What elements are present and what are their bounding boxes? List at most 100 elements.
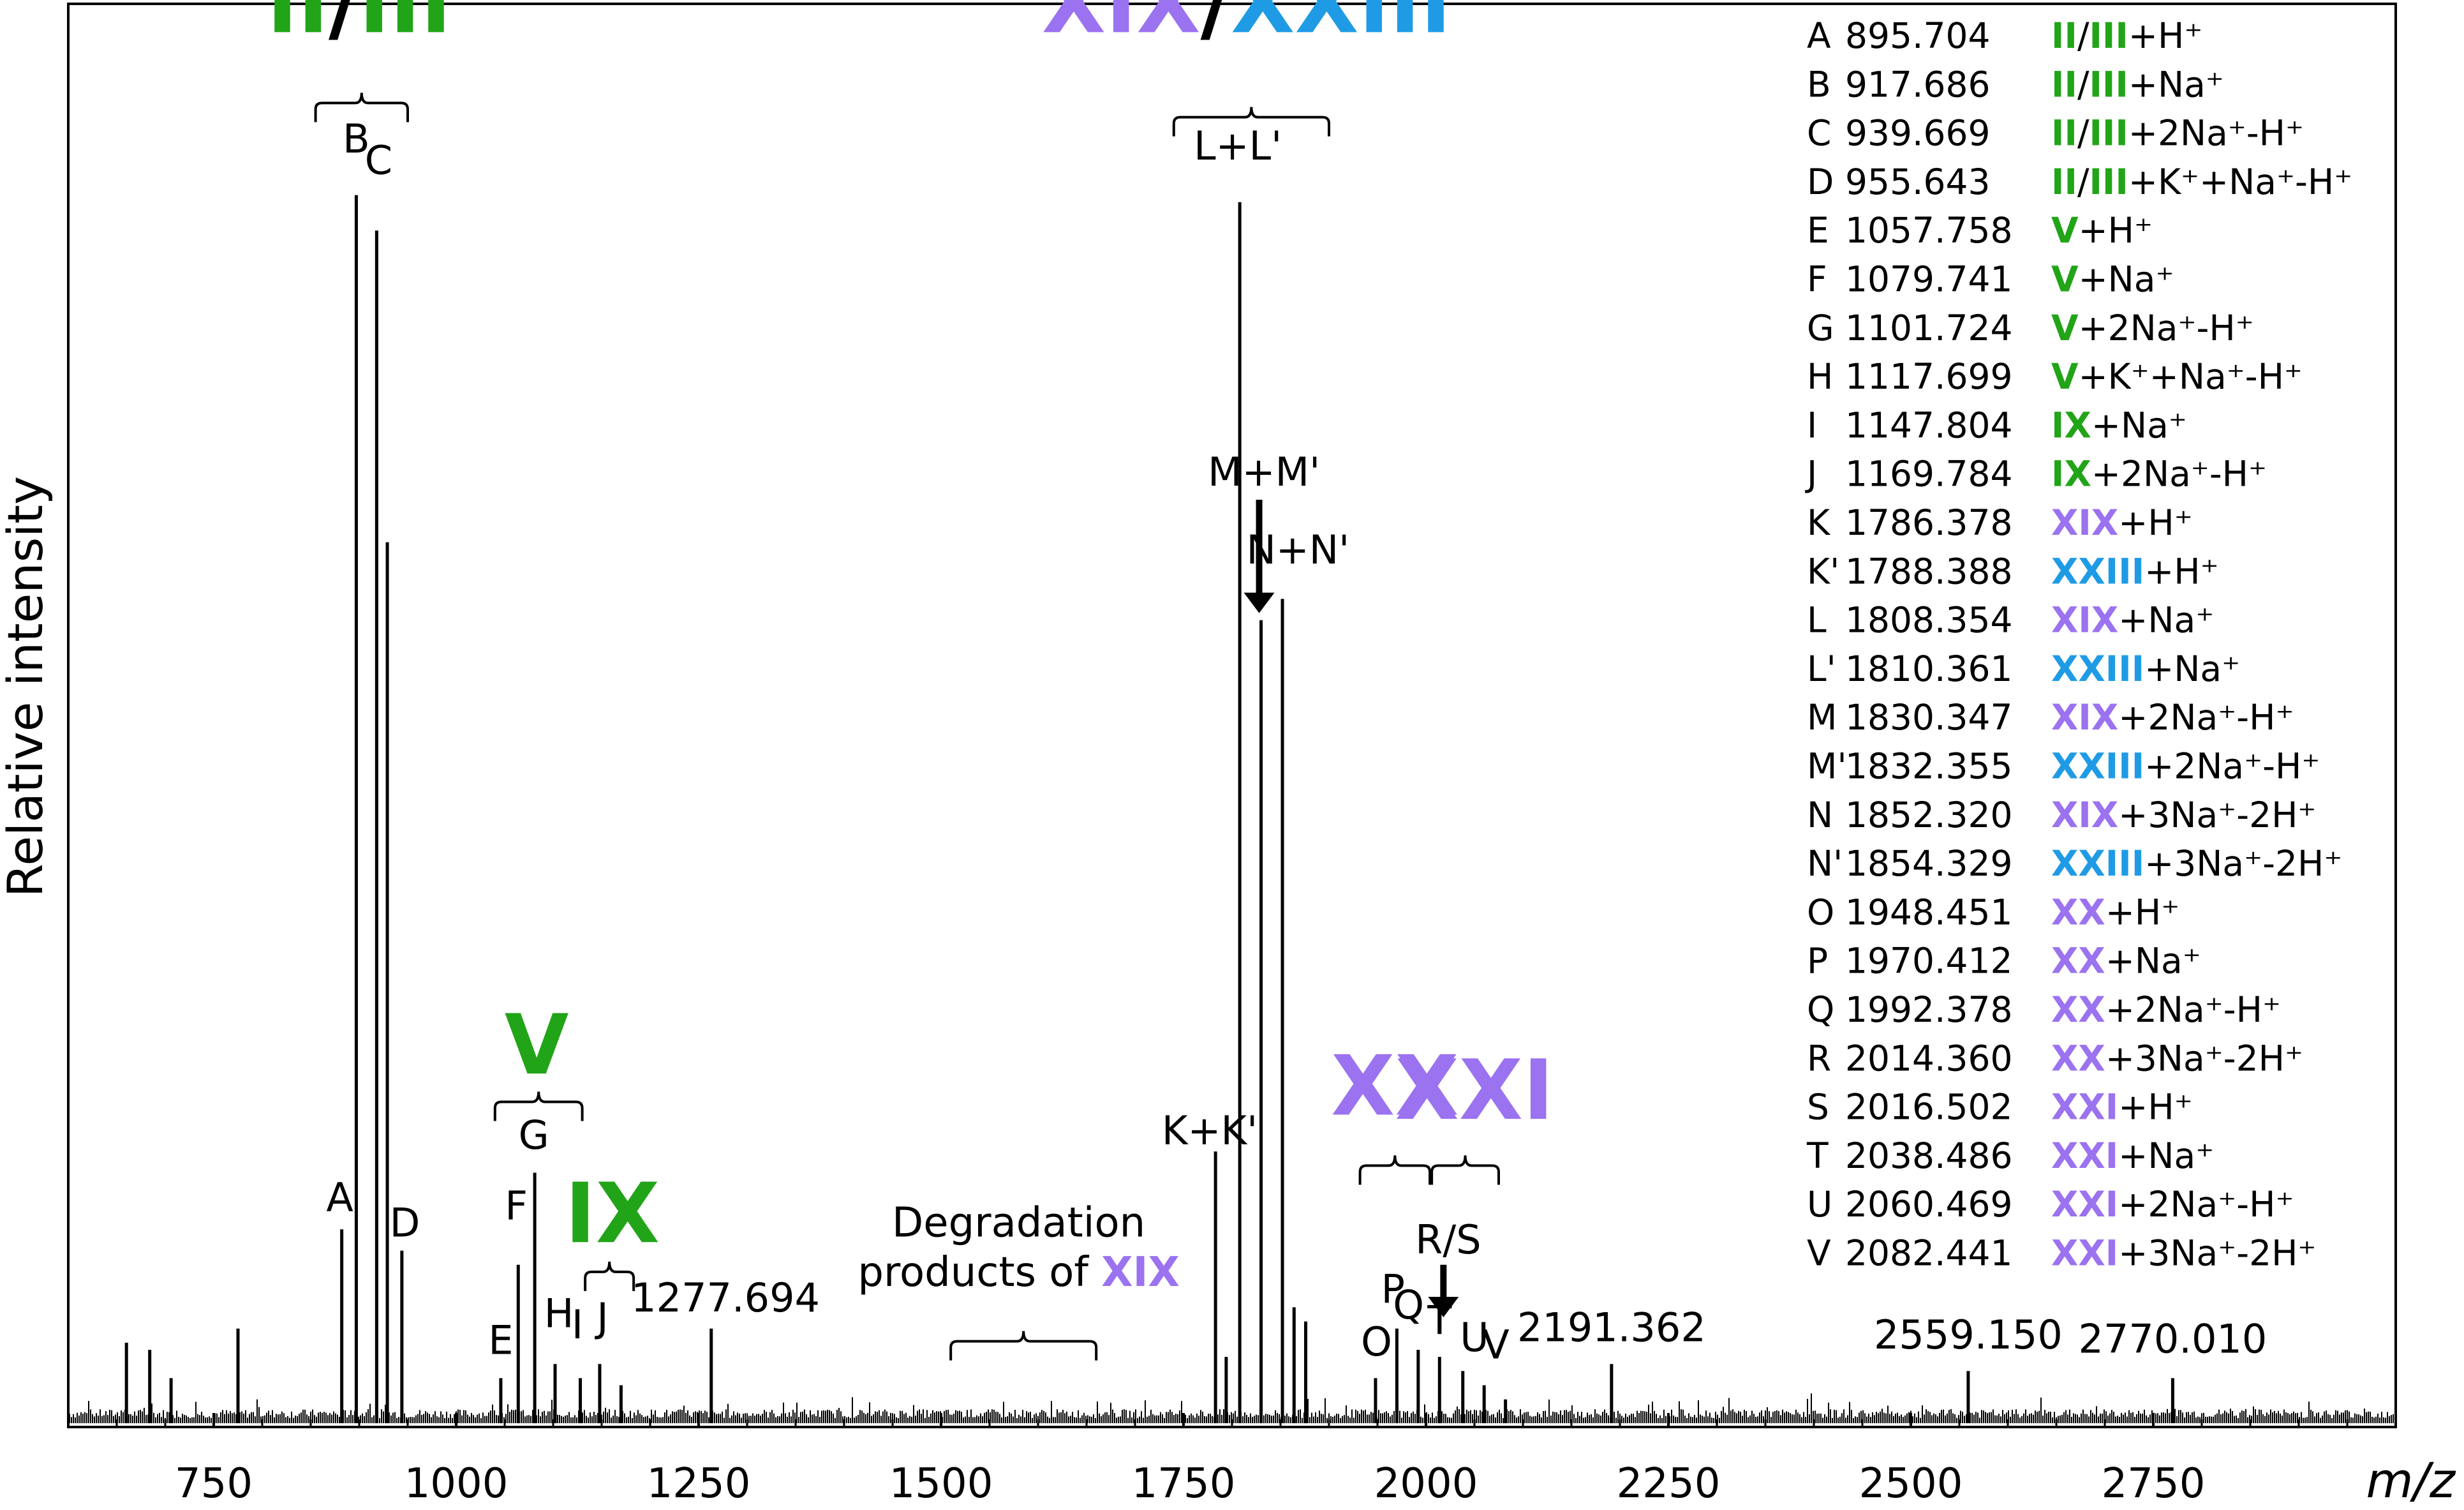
legend-peak-letter: J bbox=[1805, 454, 1817, 495]
legend-peak-letter: R bbox=[1807, 1038, 1831, 1079]
legend-ion-assignment: XXIII+Na⁺ bbox=[2051, 648, 2240, 689]
legend-ion-part: V bbox=[2051, 356, 2079, 397]
legend-peak-letter: I bbox=[1807, 405, 1817, 445]
x-axis-label: m/z bbox=[2366, 1452, 2456, 1509]
legend-peak-letter: P bbox=[1807, 941, 1828, 982]
annotation-part: III bbox=[359, 0, 452, 52]
legend-mz-value: 1810.361 bbox=[1845, 648, 2012, 689]
legend-peak-letter: K bbox=[1807, 502, 1831, 543]
legend-mz-value: 2082.441 bbox=[1845, 1233, 2012, 1274]
legend-ion-part: XXI bbox=[2051, 1184, 2118, 1225]
legend-ion-part: XIX bbox=[2051, 795, 2118, 835]
annotation-label: V bbox=[505, 996, 569, 1093]
legend-ion-assignment: XXIII+3Na⁺-2H⁺ bbox=[2051, 843, 2342, 884]
bracket bbox=[1430, 1155, 1500, 1185]
legend-row: A 895.704 II/III+H⁺ bbox=[1807, 15, 2202, 56]
legend-ion-part: XXIII bbox=[2051, 551, 2144, 592]
arrow-head bbox=[1243, 592, 1275, 613]
legend-row: L' 1810.361 XXIII+Na⁺ bbox=[1807, 648, 2240, 689]
legend-ion-assignment: V+K⁺+Na⁺-H⁺ bbox=[2051, 356, 2303, 397]
legend-peak-letter: U bbox=[1807, 1184, 1832, 1225]
bracket bbox=[1172, 107, 1330, 137]
annotation-part: XX bbox=[1331, 1037, 1458, 1134]
legend-ion-part: XIX bbox=[2051, 697, 2118, 738]
legend-mz-value: 2014.360 bbox=[1845, 1038, 2012, 1079]
legend-ion-part: +K⁺+Na⁺-H⁺ bbox=[2079, 356, 2303, 397]
legend-ion-part: XXIII bbox=[2051, 746, 2144, 787]
legend-mz-value: 1101.724 bbox=[1845, 308, 2012, 348]
legend-ion-part: V bbox=[2051, 308, 2079, 348]
legend-ion-part: +Na⁺ bbox=[2105, 941, 2201, 982]
legend-ion-assignment: II/III+H⁺ bbox=[2051, 15, 2202, 56]
legend-row: Q 1992.378 XX+2Na⁺-H⁺ bbox=[1807, 989, 2281, 1030]
legend-mz-value: 2060.469 bbox=[1845, 1184, 2012, 1225]
x-axis-ticks: 750 1000 1250 1500 1750 2000 2250 2500 2750 bbox=[115, 1413, 2349, 1507]
peak-label: D bbox=[390, 1199, 420, 1246]
legend-ion-part: +Na⁺ bbox=[2118, 600, 2214, 641]
legend-row: M'1832.355 XXIII+2Na⁺-H⁺ bbox=[1807, 746, 2320, 787]
annotation-label: IX bbox=[565, 1165, 660, 1262]
legend-row: J 1169.784 IX+2Na⁺-H⁺ bbox=[1805, 454, 2267, 495]
legend-mz-value: 1057.758 bbox=[1845, 210, 2012, 251]
peak-label: L+L' bbox=[1194, 123, 1282, 169]
legend-ion-part: IX bbox=[2051, 454, 2091, 495]
legend-ion-part: +Na⁺ bbox=[2091, 405, 2187, 445]
peak-label: U bbox=[1460, 1314, 1488, 1361]
arrow-annotations bbox=[1243, 500, 1459, 1317]
legend-ion-part: XIX bbox=[2051, 502, 2118, 543]
legend-ion-part: XX bbox=[2051, 989, 2105, 1030]
legend-ion-part: +2Na⁺-H⁺ bbox=[2105, 989, 2281, 1030]
legend-ion-assignment: II/III+Na⁺ bbox=[2051, 64, 2224, 105]
x-tick-label: 2250 bbox=[1617, 1460, 1721, 1507]
annotation-part: IX bbox=[565, 1165, 660, 1262]
legend-row: N' 1854.329 XXIII+3Na⁺-2H⁺ bbox=[1807, 843, 2342, 884]
legend-ion-assignment: V+H⁺ bbox=[2051, 210, 2153, 251]
legend-ion-part: V bbox=[2051, 259, 2079, 300]
annotation-label: II/III bbox=[267, 0, 451, 52]
legend-peak-letter: O bbox=[1807, 892, 1834, 932]
annotation-label: Degradation bbox=[892, 1199, 1145, 1246]
legend-peak-letter: T bbox=[1806, 1135, 1829, 1176]
bracket bbox=[584, 1261, 635, 1291]
legend-ion-part: +2Na⁺-H⁺ bbox=[2118, 697, 2294, 738]
legend-ion-part: III bbox=[2089, 161, 2128, 202]
legend-row: C 939.669 II/III+2Na⁺-H⁺ bbox=[1807, 113, 2304, 154]
legend-row: B 917.686 II/III+Na⁺ bbox=[1807, 64, 2224, 105]
annotation-label: XX bbox=[1331, 1037, 1458, 1134]
legend-ion-part: V bbox=[2051, 210, 2079, 251]
legend-row: I 1147.804 IX+Na⁺ bbox=[1807, 405, 2187, 445]
legend-row: U 2060.469 XXI+2Na⁺-H⁺ bbox=[1807, 1184, 2294, 1225]
legend-ion-part: II bbox=[2051, 64, 2077, 105]
legend-peak-letter: H bbox=[1807, 356, 1833, 397]
legend-mz-value: 1786.378 bbox=[1845, 502, 2012, 543]
legend-ion-part: +2Na⁺-H⁺ bbox=[2118, 1184, 2294, 1225]
legend-ion-part: +H⁺ bbox=[2118, 1087, 2192, 1128]
peak-label: Q bbox=[1393, 1282, 1424, 1328]
legend-peak-letter: D bbox=[1807, 161, 1834, 202]
annotation-part: XIX bbox=[1101, 1249, 1180, 1296]
legend-ion-assignment: XIX+H⁺ bbox=[2051, 502, 2193, 543]
annotation-part: XXIII bbox=[1231, 0, 1451, 52]
legend-ion-part: +2Na⁺-H⁺ bbox=[2079, 308, 2254, 348]
legend-ion-assignment: II/III+2Na⁺-H⁺ bbox=[2051, 113, 2304, 154]
annotation-label: products of XIX bbox=[857, 1249, 1179, 1296]
legend-ion-assignment: XX+3Na⁺-2H⁺ bbox=[2051, 1038, 2303, 1079]
annotation-part: XIX bbox=[1042, 0, 1201, 52]
x-tick-label: 750 bbox=[175, 1460, 253, 1507]
annotation-label: XXI bbox=[1395, 1042, 1554, 1139]
legend-ion-part: +H⁺ bbox=[2105, 892, 2179, 932]
legend-mz-value: 2016.502 bbox=[1845, 1087, 2012, 1128]
peak-label: O bbox=[1361, 1319, 1392, 1365]
legend-row: S 2016.502 XXI+H⁺ bbox=[1807, 1087, 2193, 1128]
legend-ion-part: +3Na⁺-2H⁺ bbox=[2105, 1038, 2303, 1079]
peak-label: M+M' bbox=[1208, 449, 1320, 495]
annotation-part: / bbox=[329, 0, 359, 52]
legend-row: N 1852.320 XIX+3Na⁺-2H⁺ bbox=[1807, 795, 2316, 835]
legend-peak-letter: E bbox=[1807, 210, 1829, 251]
legend-ion-assignment: IX+2Na⁺-H⁺ bbox=[2051, 454, 2267, 495]
legend-ion-part: +Na⁺ bbox=[2144, 648, 2240, 689]
legend-mz-value: 917.686 bbox=[1845, 64, 1990, 105]
legend-ion-part: +2Na⁺-H⁺ bbox=[2091, 454, 2267, 495]
annotation-part: XXI bbox=[1395, 1042, 1554, 1139]
legend-peak-letter: M' bbox=[1807, 746, 1847, 787]
